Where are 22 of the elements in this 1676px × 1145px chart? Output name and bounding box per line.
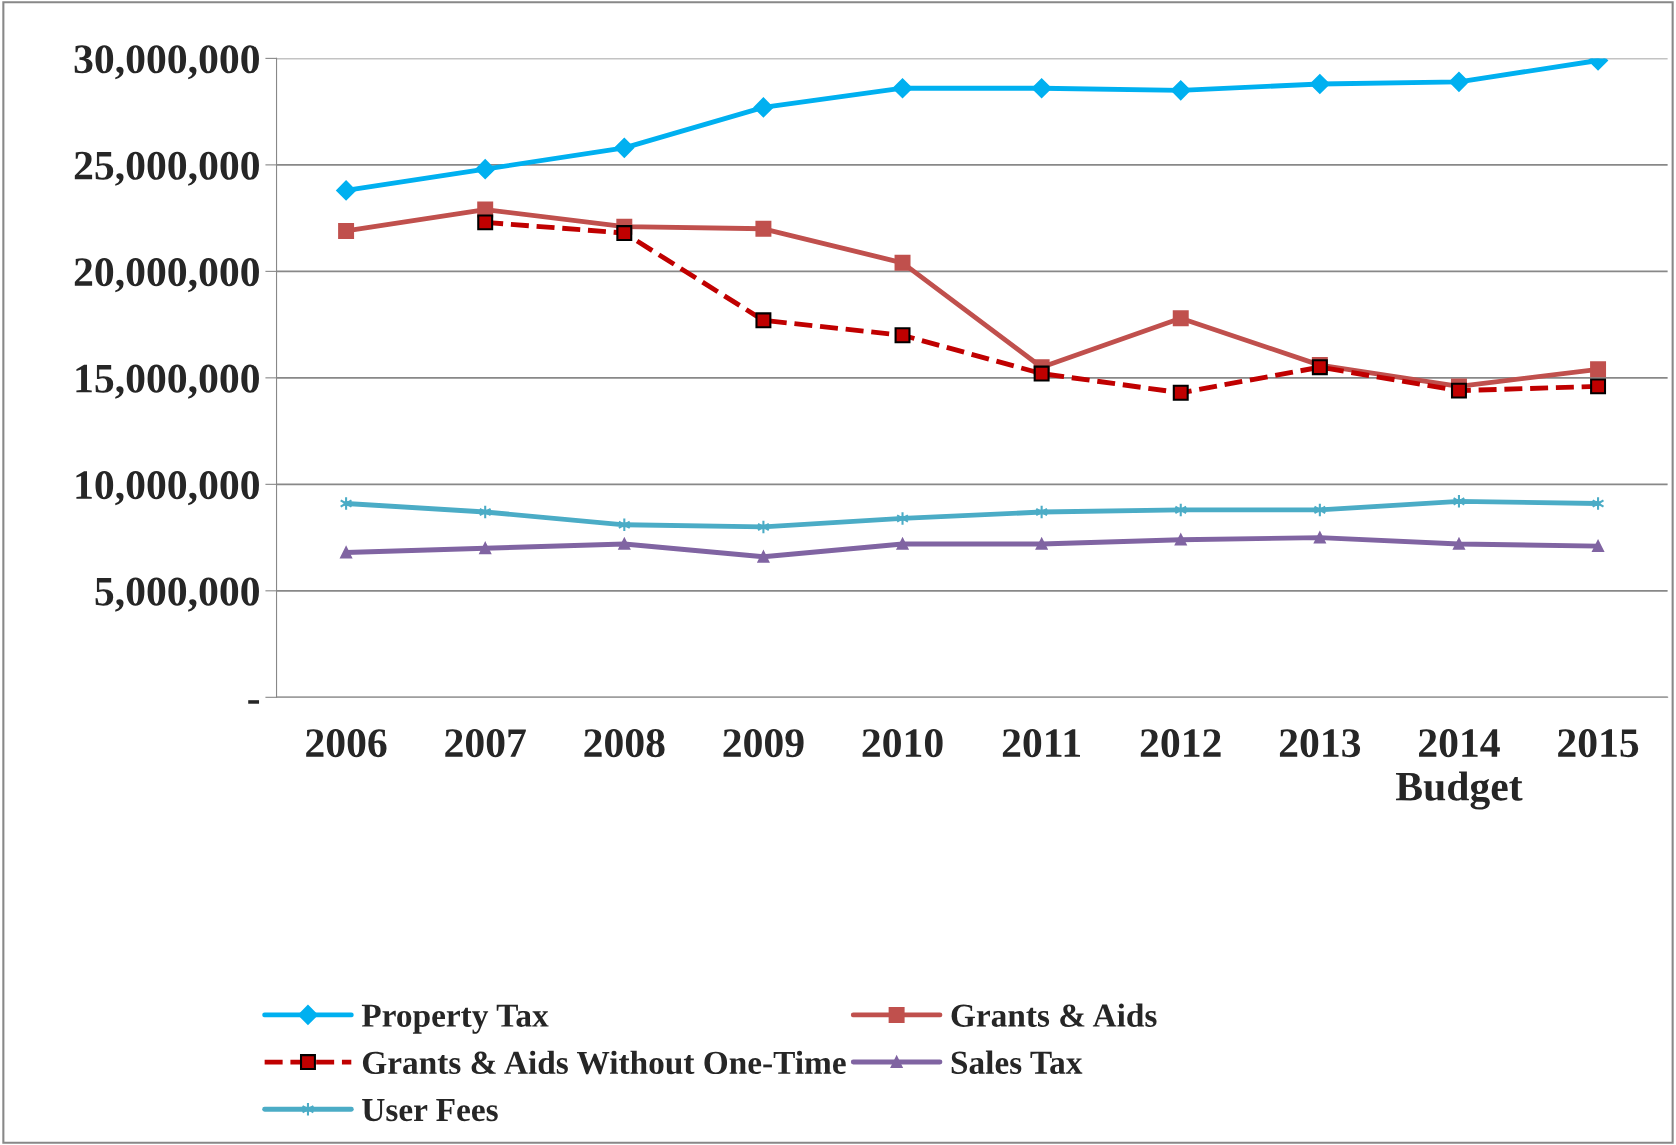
legend-label: Property Tax bbox=[361, 1004, 549, 1034]
x-tick-label: 2008 bbox=[584, 729, 665, 758]
y-tick-label: 30,000,000 bbox=[74, 45, 259, 80]
x-tick-label: 2012 bbox=[1140, 729, 1221, 758]
x-tick-label: 2014 Budget bbox=[1395, 729, 1523, 810]
x-tick-label: 2007 bbox=[445, 729, 526, 758]
y-tick-label: 10,000,000 bbox=[76, 471, 259, 506]
y-tick-label: 20,000,000 bbox=[74, 258, 259, 293]
y-tick-label: 5,000,000 bbox=[95, 577, 259, 612]
x-tick-label: 2010 bbox=[862, 729, 943, 758]
x-tick-label: 2009 bbox=[723, 729, 804, 758]
x-tick-label: 2011 bbox=[1002, 729, 1080, 758]
legend-label: Grants & Aids Without One-Time bbox=[362, 1050, 846, 1075]
legend-label: Grants & Aids bbox=[951, 1003, 1157, 1027]
x-tick-label: 2015 bbox=[1558, 729, 1639, 758]
y-tick-label: - bbox=[248, 700, 260, 704]
legend-label: User Fees bbox=[362, 1099, 498, 1122]
y-tick-label: 25,000,000 bbox=[74, 151, 259, 186]
x-tick-label: 2013 bbox=[1279, 729, 1361, 758]
x-tick-label: 2006 bbox=[306, 729, 387, 758]
y-tick-label: 15,000,000 bbox=[76, 364, 259, 399]
legend-label: Sales Tax bbox=[951, 1050, 1083, 1075]
